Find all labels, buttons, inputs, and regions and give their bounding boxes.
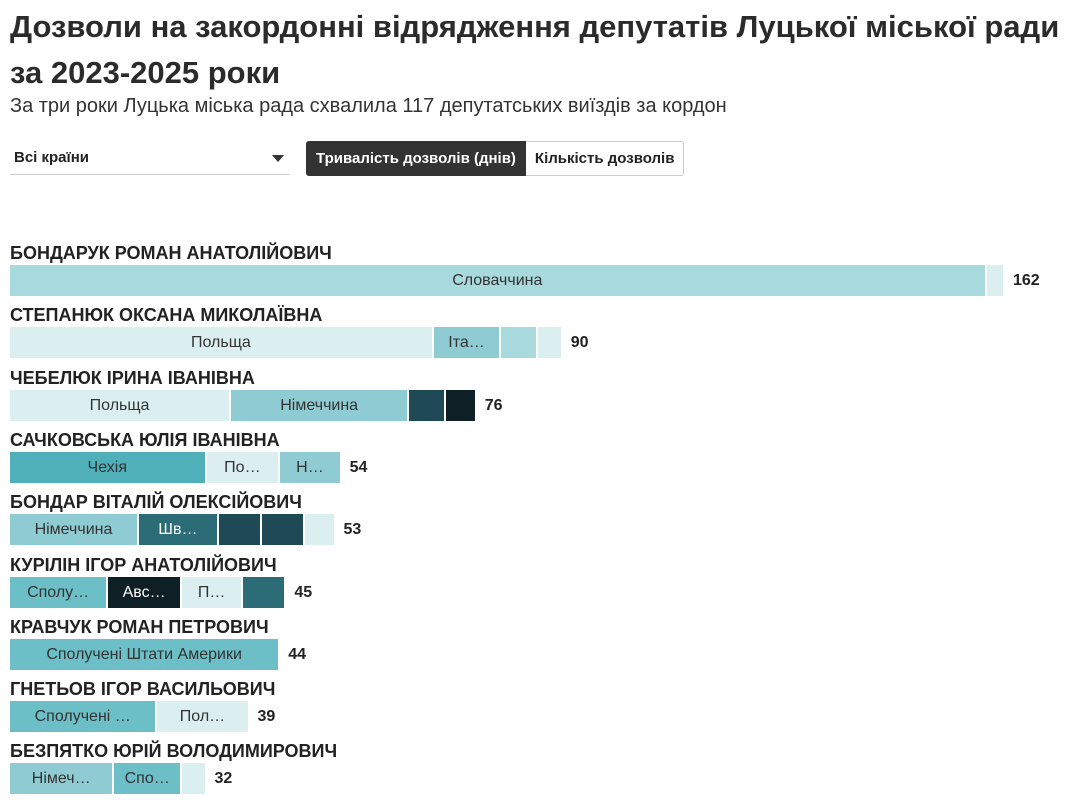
- bar-segment[interactable]: Н…: [280, 452, 340, 483]
- bar-segment[interactable]: Чехія: [10, 452, 205, 483]
- bar-total-label: 54: [349, 459, 368, 476]
- bar-segment[interactable]: Польща: [10, 390, 230, 421]
- bar-segment[interactable]: Сполучені Штати Америки: [10, 639, 279, 670]
- bar-total-label: 162: [1013, 272, 1040, 289]
- country-select[interactable]: Всі країни: [10, 142, 290, 175]
- bar-segment[interactable]: Шв…: [138, 514, 217, 545]
- bar-segment[interactable]: [181, 763, 205, 794]
- bar-segment[interactable]: [261, 514, 303, 545]
- deputy-name: БОНДАР ВІТАЛІЙ ОЛЕКСІЙОВИЧ: [10, 492, 302, 512]
- deputy-name: ЧЕБЕЛЮК ІРИНА ІВАНІВНА: [10, 368, 255, 388]
- bar-total-label: 45: [294, 584, 313, 601]
- bar-total-label: 44: [288, 646, 307, 663]
- bar-segment[interactable]: [501, 327, 537, 358]
- bar-segment[interactable]: [986, 265, 1003, 296]
- bar-total-label: 39: [257, 708, 276, 725]
- deputy-name: ГНЕТЬОВ ІГОР ВАСИЛЬОВИЧ: [10, 679, 276, 699]
- country-select-value: Всі країни: [14, 149, 90, 166]
- bar-segment[interactable]: П…: [181, 577, 242, 608]
- chevron-down-icon: [272, 155, 284, 162]
- bar-segment[interactable]: Авс…: [108, 577, 180, 608]
- bar-segment[interactable]: Сполучені …: [10, 701, 156, 732]
- bar-total-label: 90: [570, 334, 589, 351]
- deputy-name: КРАВЧУК РОМАН ПЕТРОВИЧ: [10, 617, 269, 637]
- bar-segment[interactable]: [218, 514, 260, 545]
- bar-total-label: 53: [343, 521, 362, 538]
- bar-segment[interactable]: Німеч…: [10, 763, 113, 794]
- bar-segment[interactable]: [304, 514, 334, 545]
- bar-segment[interactable]: [538, 327, 561, 358]
- bar-segment[interactable]: Пол…: [157, 701, 248, 732]
- deputy-name: БОНДАРУК РОМАН АНАТОЛІЙОВИЧ: [10, 243, 332, 263]
- bar-segment[interactable]: Спо…: [114, 763, 180, 794]
- bar-segment[interactable]: Німеччина: [10, 514, 137, 545]
- bar-segment[interactable]: [409, 390, 445, 421]
- page-title: Дозволи на закордонні відрядження депута…: [10, 9, 1060, 90]
- bar-total-label: 76: [484, 397, 503, 414]
- bar-segment[interactable]: [446, 390, 475, 421]
- toggle-count-button[interactable]: Кількість дозволів: [525, 141, 685, 176]
- page-subtitle: За три роки Луцька міська рада схвалила …: [10, 95, 727, 117]
- bar-segment[interactable]: Польща: [10, 327, 432, 358]
- bar-total-label: 32: [214, 770, 233, 787]
- bar-segment[interactable]: Німеччина: [231, 390, 408, 421]
- bar-segment[interactable]: Сполу…: [10, 577, 107, 608]
- deputy-name: КУРІЛІН ІГОР АНАТОЛІЙОВИЧ: [10, 555, 277, 575]
- bar-segment[interactable]: По…: [206, 452, 279, 483]
- bar-segment[interactable]: Іта…: [433, 327, 500, 358]
- deputy-name: САЧКОВСЬКА ЮЛІЯ ІВАНІВНА: [10, 430, 280, 450]
- deputy-name: СТЕПАНЮК ОКСАНА МИКОЛАЇВНА: [10, 305, 323, 325]
- toggle-duration-button[interactable]: Тривалість дозволів (днів): [306, 141, 526, 176]
- bar-segment[interactable]: Словаччина: [10, 265, 985, 296]
- deputy-name: БЕЗПЯТКО ЮРІЙ ВОЛОДИМИРОВИЧ: [10, 741, 338, 761]
- bar-segment[interactable]: [243, 577, 285, 608]
- metric-toggle: Тривалість дозволів (днів) Кількість доз…: [306, 141, 685, 176]
